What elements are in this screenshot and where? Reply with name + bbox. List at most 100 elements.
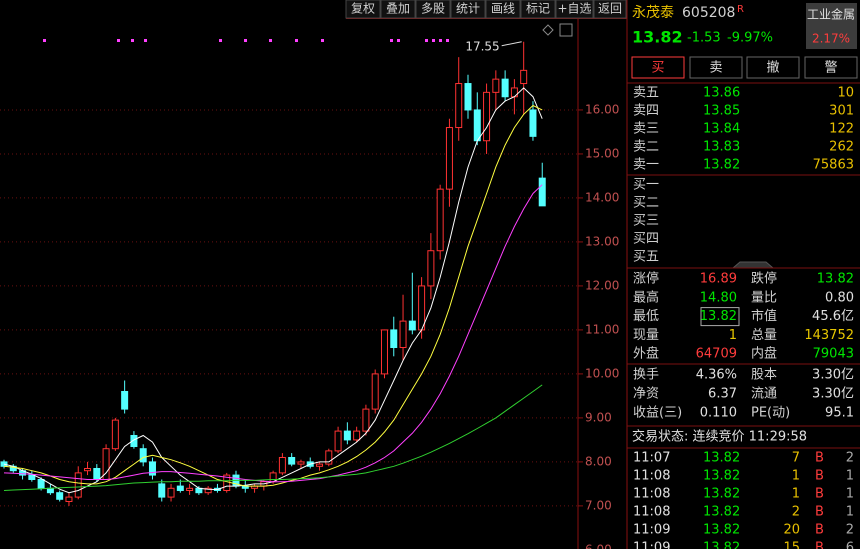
fund-value: 3.30亿 bbox=[812, 368, 854, 383]
moving-average bbox=[3, 104, 543, 487]
industry-box bbox=[806, 3, 857, 49]
tick-count: 1 bbox=[846, 505, 854, 520]
trade-button[interactable] bbox=[746, 56, 800, 79]
toolbar-button[interactable] bbox=[555, 0, 594, 19]
stat-label: 总量 bbox=[751, 328, 777, 343]
toolbar-button[interactable] bbox=[485, 0, 521, 19]
moving-average bbox=[3, 184, 543, 483]
highlight-box bbox=[700, 307, 740, 327]
toolbar-button[interactable] bbox=[415, 0, 451, 19]
tick-price: 13.82 bbox=[703, 487, 740, 502]
candle-body bbox=[371, 373, 379, 410]
candle-body bbox=[325, 450, 333, 465]
tick-volume: 20 bbox=[783, 523, 800, 538]
stock-name: 永茂泰 bbox=[632, 4, 674, 21]
stat-label: 市值 bbox=[751, 308, 777, 324]
toolbar-label[interactable]: 统计 bbox=[456, 2, 480, 16]
y-tick-label: 7.00 bbox=[585, 498, 612, 512]
tick-count: 1 bbox=[846, 469, 854, 484]
fund-label: 流通 bbox=[751, 387, 777, 402]
ask-price: 13.83 bbox=[703, 140, 740, 155]
price: 13.82 bbox=[632, 28, 683, 47]
stat-label: 最低 bbox=[633, 309, 659, 324]
trade-button-label[interactable]: 买 bbox=[651, 61, 664, 76]
toolbar-label[interactable]: +自选 bbox=[557, 2, 591, 16]
tick-time: 11:07 bbox=[633, 451, 670, 466]
tick-volume: 15 bbox=[783, 541, 800, 549]
trade-button[interactable] bbox=[689, 56, 743, 79]
candle-body bbox=[492, 78, 500, 93]
candle-body bbox=[399, 320, 407, 349]
tick-count: 2 bbox=[846, 451, 854, 466]
toolbar-label[interactable]: 叠加 bbox=[386, 2, 410, 16]
collapse-tab[interactable] bbox=[732, 261, 774, 269]
signal-markers bbox=[43, 39, 449, 42]
trade-button-label[interactable]: 撤 bbox=[766, 60, 779, 76]
toolbar-button[interactable] bbox=[450, 0, 486, 19]
tick-time: 11:08 bbox=[633, 469, 670, 484]
candle-body bbox=[121, 391, 129, 410]
tick-price: 13.82 bbox=[703, 469, 740, 484]
bid-label: 买三 bbox=[633, 214, 659, 229]
candle-body bbox=[380, 329, 388, 375]
toolbar-label[interactable]: 返回 bbox=[598, 2, 622, 16]
toolbar-button[interactable] bbox=[520, 0, 556, 19]
ask-price: 13.82 bbox=[703, 158, 740, 173]
candle-body bbox=[520, 69, 528, 85]
fund-value: 6.37 bbox=[708, 387, 737, 402]
candle-body bbox=[427, 250, 435, 287]
box-icon bbox=[559, 23, 573, 37]
fund-label: 股本 bbox=[751, 368, 777, 383]
stock-code: 605208 bbox=[682, 5, 735, 21]
badge: R bbox=[737, 4, 744, 15]
candle-body bbox=[418, 285, 426, 331]
trade-button[interactable] bbox=[804, 56, 858, 79]
toolbar-label[interactable]: 复权 bbox=[351, 2, 375, 16]
trade-button-label[interactable]: 卖 bbox=[709, 61, 722, 76]
candle-body bbox=[158, 483, 166, 498]
stat-value: 16.89 bbox=[700, 272, 737, 287]
ask-label: 卖五 bbox=[633, 86, 659, 101]
stat-label: 外盘 bbox=[633, 346, 659, 362]
trade-status: 交易状态: 连续竞价 11:29:58 bbox=[632, 429, 807, 445]
candle-body bbox=[362, 408, 370, 432]
candle-body bbox=[316, 463, 324, 467]
y-tick-label: 9.00 bbox=[585, 410, 612, 424]
bid-label: 买一 bbox=[633, 178, 659, 193]
tick-count: 6 bbox=[846, 541, 854, 549]
stat-value: 45.6亿 bbox=[812, 309, 854, 324]
annotation-label: 17.55 bbox=[465, 39, 499, 53]
tick-side: B bbox=[815, 451, 824, 466]
toolbar-label[interactable]: 标记 bbox=[526, 2, 550, 16]
candle-body bbox=[186, 487, 194, 491]
tick-volume: 2 bbox=[792, 505, 800, 520]
diamond-icon bbox=[542, 24, 554, 36]
toolbar-label[interactable]: 画线 bbox=[491, 2, 515, 16]
stat-value: 1 bbox=[729, 328, 737, 343]
ask-price: 13.84 bbox=[703, 122, 740, 137]
candle-body bbox=[455, 83, 463, 129]
bid-label: 买五 bbox=[633, 250, 659, 265]
tick-volume: 1 bbox=[792, 487, 800, 502]
tick-time: 11:09 bbox=[633, 541, 670, 549]
candle-body bbox=[483, 91, 491, 142]
y-tick-label: 11.00 bbox=[585, 322, 619, 336]
tick-price: 13.82 bbox=[703, 451, 740, 466]
fund-value: 4.36% bbox=[696, 368, 737, 383]
candle-body bbox=[65, 496, 73, 502]
candle-body bbox=[288, 456, 296, 465]
trade-button-label[interactable]: 警 bbox=[824, 60, 837, 76]
toolbar-label[interactable]: 多股 bbox=[421, 2, 445, 16]
change: -1.53 bbox=[687, 31, 721, 46]
stat-value: 143752 bbox=[804, 328, 854, 343]
y-tick-label: 16.00 bbox=[585, 102, 619, 116]
trade-button[interactable] bbox=[631, 56, 685, 79]
bid-label: 买四 bbox=[633, 232, 659, 247]
toolbar-button[interactable] bbox=[380, 0, 416, 19]
ask-price: 13.86 bbox=[703, 86, 740, 101]
ask-label: 卖四 bbox=[633, 104, 659, 119]
tick-side: B bbox=[815, 505, 824, 520]
toolbar-button[interactable] bbox=[345, 0, 381, 19]
toolbar-button[interactable] bbox=[593, 0, 627, 19]
stat-value: 13.82 bbox=[817, 272, 854, 287]
